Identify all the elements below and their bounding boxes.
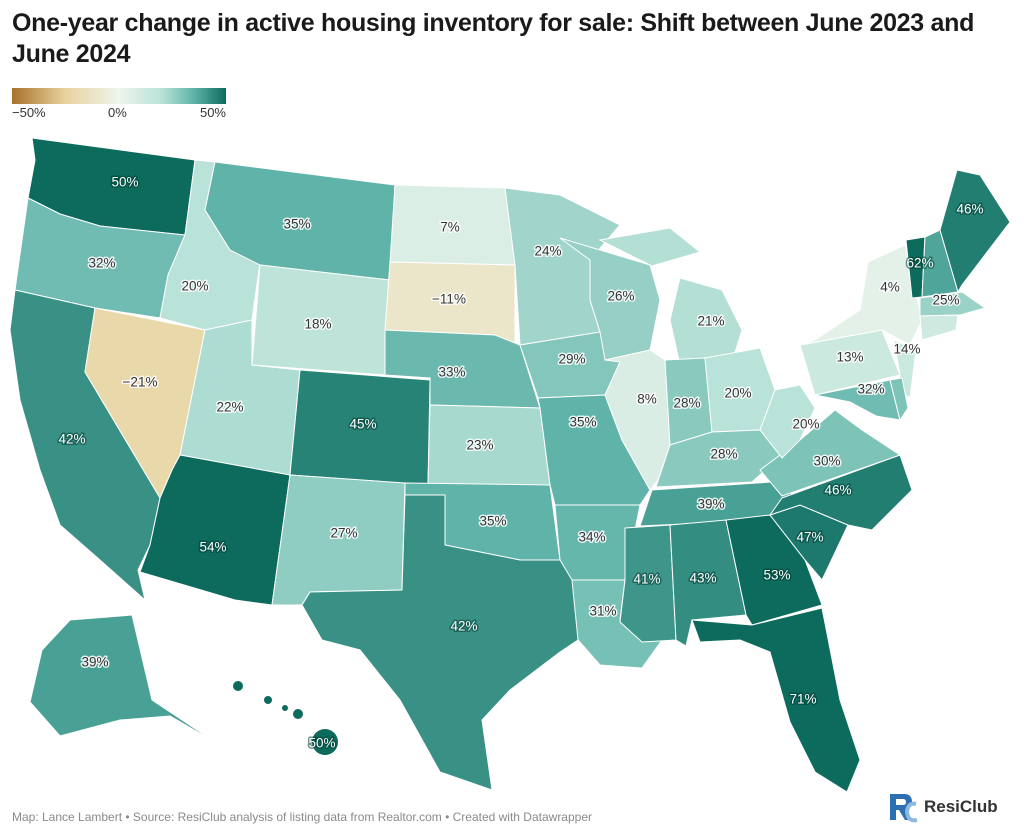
state-value-label-me: 46% bbox=[956, 202, 983, 217]
state-mi[interactable] bbox=[598, 227, 743, 366]
state-value-label-ok: 35% bbox=[479, 514, 506, 529]
state-value-label-ca: 42% bbox=[58, 432, 85, 447]
state-shape bbox=[919, 291, 987, 317]
state-ak[interactable] bbox=[29, 614, 216, 743]
resiclub-logo-mark-icon bbox=[890, 794, 918, 823]
state-wv[interactable] bbox=[759, 384, 816, 459]
state-nc[interactable] bbox=[768, 454, 913, 531]
state-value-label-va: 30% bbox=[813, 454, 840, 469]
island-shape bbox=[264, 696, 272, 704]
state-il[interactable] bbox=[604, 349, 671, 491]
state-value-label-il: 8% bbox=[637, 392, 657, 407]
state-shape bbox=[814, 379, 901, 421]
state-value-label-ky: 28% bbox=[710, 447, 737, 462]
state-value-label-ks: 23% bbox=[466, 438, 493, 453]
state-value-label-ms: 41% bbox=[633, 572, 660, 587]
state-fl[interactable] bbox=[691, 607, 861, 793]
state-ma[interactable] bbox=[919, 291, 987, 317]
color-legend: −50% 0% 50% bbox=[12, 88, 226, 121]
map-title: One-year change in active housing invent… bbox=[12, 9, 975, 68]
state-shape bbox=[919, 314, 959, 341]
state-value-label-ma: 25% bbox=[932, 293, 959, 308]
state-value-label-co: 45% bbox=[349, 417, 376, 432]
state-value-label-tn: 39% bbox=[697, 497, 724, 512]
state-value-label-hi: 50% bbox=[308, 736, 335, 751]
state-value-label-ga: 53% bbox=[763, 568, 790, 583]
state-shape bbox=[939, 169, 1011, 294]
legend-gradient-bar bbox=[12, 88, 226, 104]
state-shape bbox=[604, 349, 671, 491]
state-value-label-md: 32% bbox=[857, 382, 884, 397]
state-value-label-oh: 20% bbox=[724, 386, 751, 401]
state-value-label-sc: 47% bbox=[796, 530, 823, 545]
state-shape bbox=[768, 454, 913, 531]
state-value-label-or: 32% bbox=[88, 256, 115, 271]
island-shape bbox=[282, 705, 288, 711]
state-shape bbox=[889, 377, 909, 422]
state-value-label-nc: 46% bbox=[824, 483, 851, 498]
island-shape bbox=[293, 709, 303, 719]
legend-max-label: 50% bbox=[199, 105, 226, 120]
state-value-label-nd: 7% bbox=[440, 220, 460, 235]
state-value-label-sd: −11% bbox=[432, 292, 466, 307]
state-value-label-ny: 4% bbox=[880, 280, 900, 295]
state-value-label-ia: 29% bbox=[558, 352, 585, 367]
state-tx[interactable] bbox=[301, 494, 579, 791]
island-shape bbox=[312, 729, 338, 755]
state-value-label-ut: 22% bbox=[216, 400, 243, 415]
state-value-label-vt: 62% bbox=[906, 256, 933, 271]
state-value-label-ne: 33% bbox=[438, 365, 465, 380]
state-me[interactable] bbox=[939, 169, 1011, 294]
state-value-label-mn: 24% bbox=[534, 244, 561, 259]
state-value-label-al: 43% bbox=[689, 571, 716, 586]
state-value-label-id: 20% bbox=[181, 279, 208, 294]
state-shape bbox=[691, 607, 861, 793]
state-value-label-in: 28% bbox=[673, 396, 700, 411]
state-value-label-wv: 20% bbox=[792, 417, 819, 432]
legend-mid-label: 0% bbox=[108, 105, 127, 120]
state-value-label-ak: 39% bbox=[81, 655, 108, 670]
legend-min-label: −50% bbox=[12, 105, 46, 120]
state-value-label-wa: 50% bbox=[111, 175, 138, 190]
resiclub-logo-text: ResiClub bbox=[924, 797, 998, 816]
state-hi[interactable] bbox=[233, 681, 338, 755]
state-ct[interactable] bbox=[919, 314, 959, 341]
state-value-label-tx: 42% bbox=[450, 619, 477, 634]
state-value-label-fl: 71% bbox=[789, 692, 816, 707]
state-value-label-nm: 27% bbox=[330, 526, 357, 541]
state-value-label-nj: 14% bbox=[893, 342, 920, 357]
state-shape bbox=[759, 384, 816, 459]
state-shape bbox=[598, 227, 702, 267]
state-md[interactable] bbox=[814, 379, 901, 421]
state-shape bbox=[301, 494, 579, 791]
footer-credits: Map: Lance Lambert • Source: ResiClub an… bbox=[12, 810, 593, 824]
state-value-label-wy: 18% bbox=[304, 317, 331, 332]
state-value-label-ar: 34% bbox=[578, 530, 605, 545]
state-de[interactable] bbox=[889, 377, 909, 422]
state-value-label-pa: 13% bbox=[836, 350, 863, 365]
state-shape bbox=[799, 244, 923, 346]
state-value-label-az: 54% bbox=[199, 540, 226, 555]
state-value-label-wi: 26% bbox=[607, 289, 634, 304]
resiclub-logo: ResiClub bbox=[888, 790, 998, 824]
island-shape bbox=[233, 681, 243, 691]
state-value-label-nv: −21% bbox=[123, 375, 158, 390]
state-shape bbox=[29, 614, 216, 743]
state-value-label-la: 31% bbox=[589, 604, 616, 619]
state-value-label-mi: 21% bbox=[697, 314, 724, 329]
state-value-label-mt: 35% bbox=[283, 217, 310, 232]
state-ny[interactable] bbox=[799, 244, 923, 346]
state-value-label-mo: 35% bbox=[569, 415, 596, 430]
